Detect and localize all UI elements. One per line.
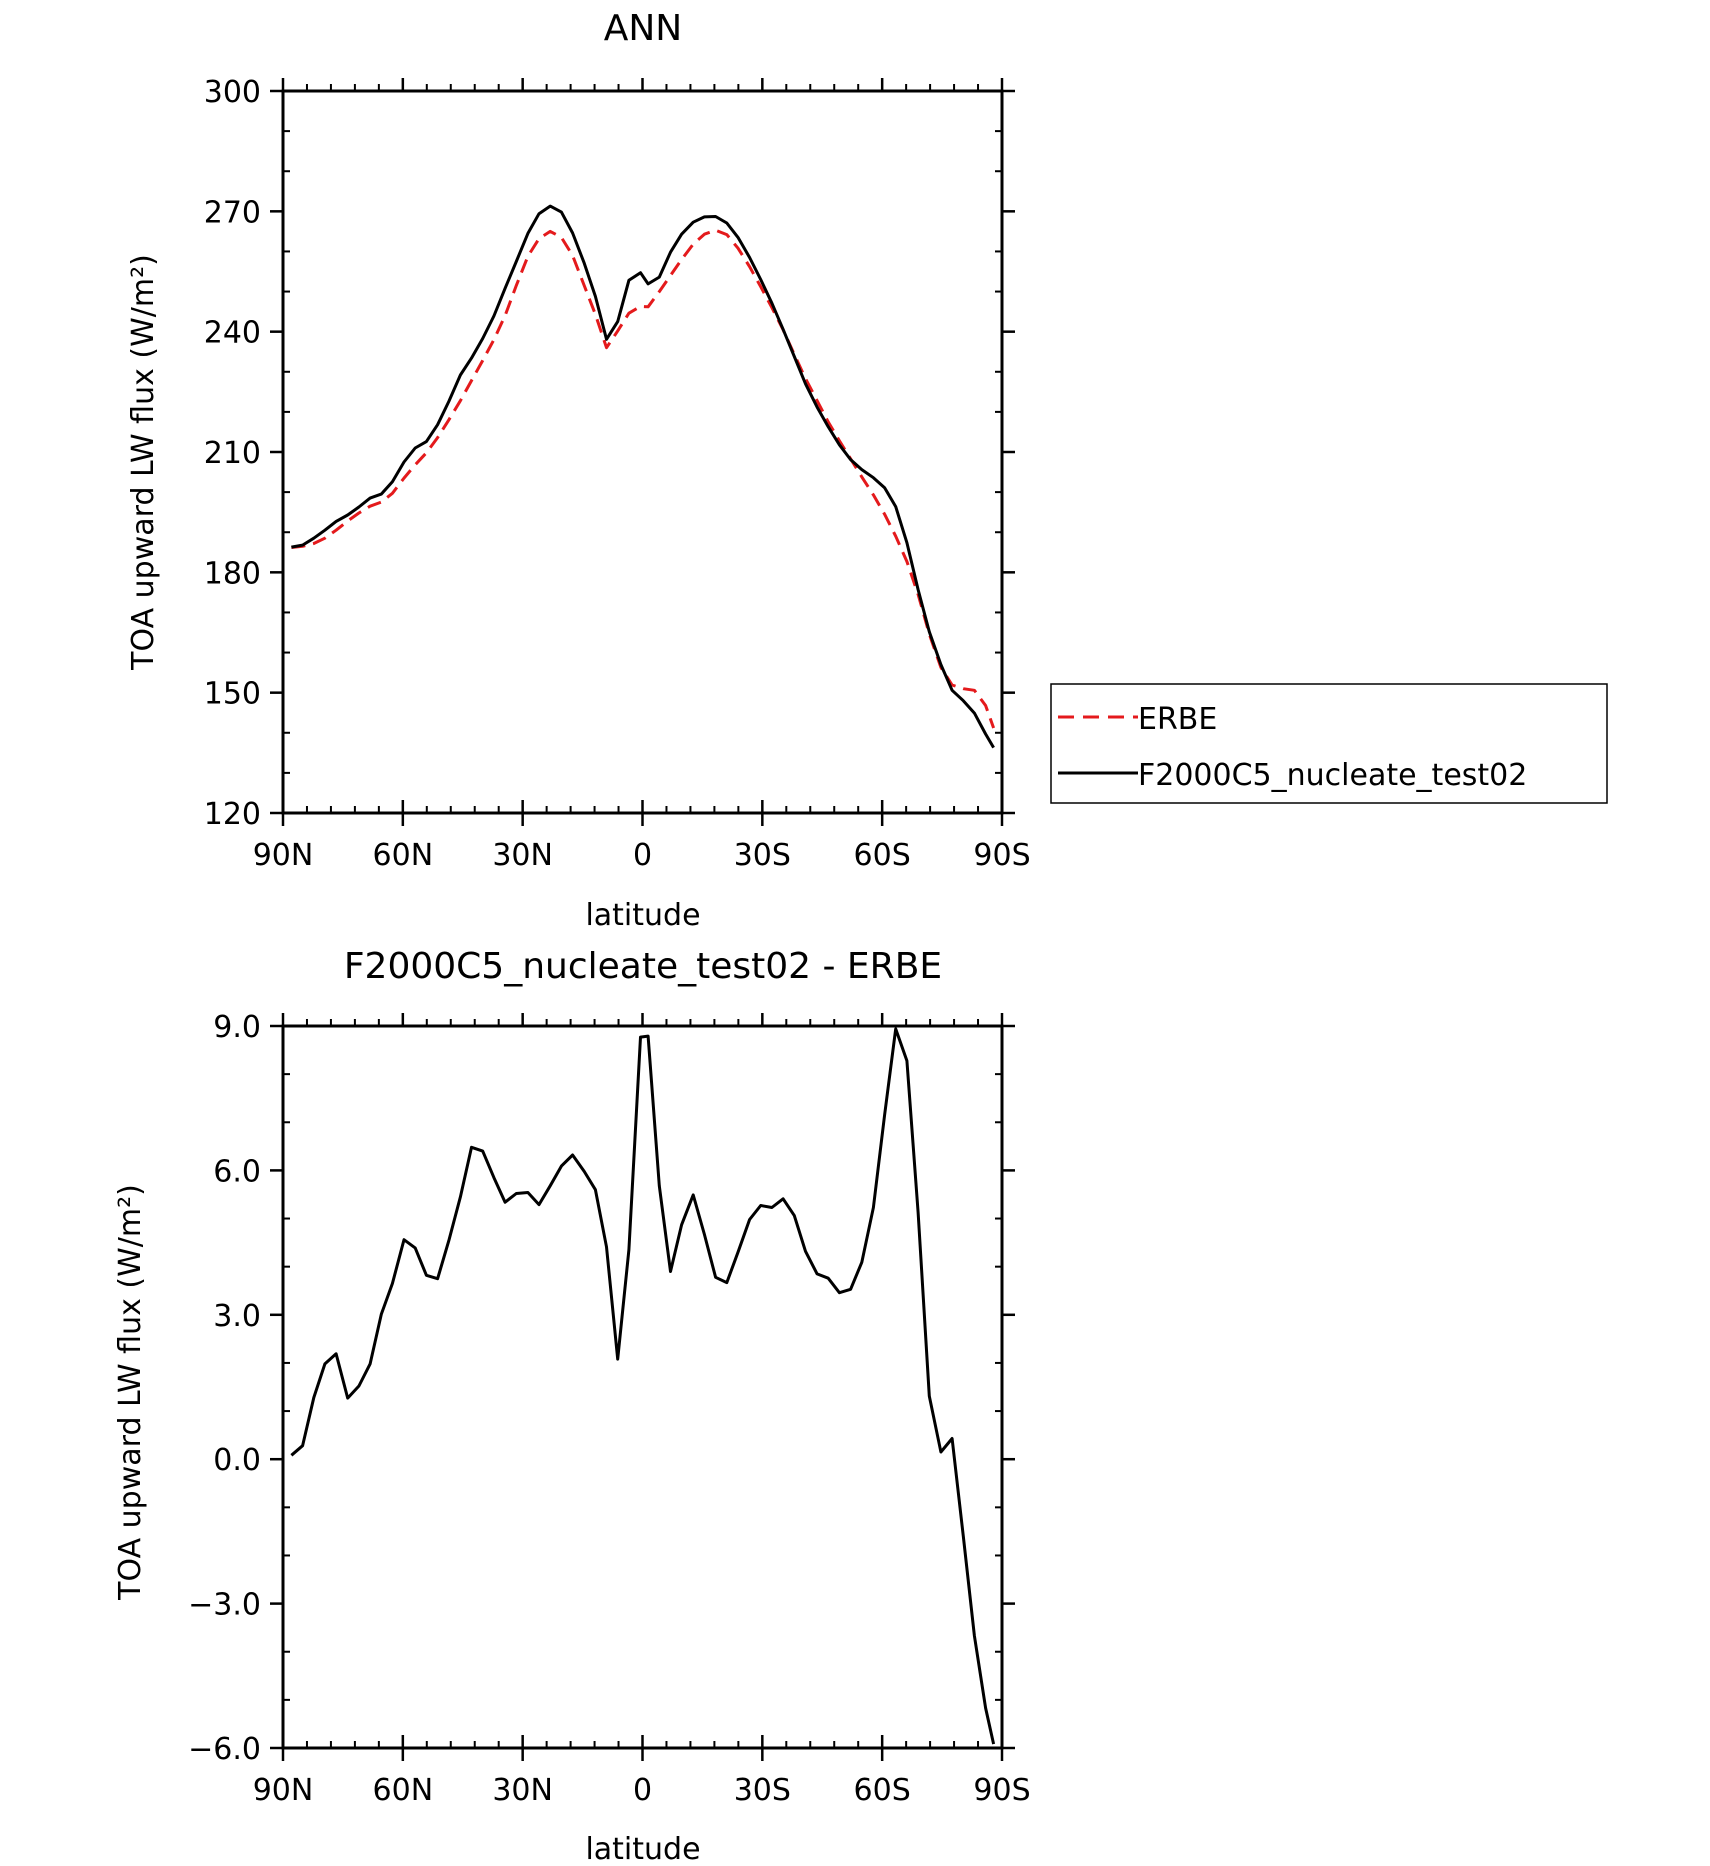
top-chart-panel: ANN TOA upward LW flux (W/m²) latitude 9… bbox=[126, 8, 1608, 933]
top-y-tick-label: 150 bbox=[204, 677, 261, 712]
bottom-chart-series bbox=[290, 1027, 996, 1745]
bottom-x-tick-label: 0 bbox=[633, 1773, 652, 1808]
legend-label-model: F2000C5_nucleate_test02 bbox=[1138, 758, 1527, 793]
top-chart-x-axis-label: latitude bbox=[585, 898, 700, 933]
bottom-chart-tick-labels: 90N 60N 30N 0 30S 60S 90S −6.0 −3.0 0.0 3.0 6.0 9.0 bbox=[188, 1010, 1030, 1808]
top-chart-plot-frame bbox=[281, 89, 1004, 815]
bottom-y-tick-label: 9.0 bbox=[213, 1010, 261, 1045]
bottom-x-tick-label: 30S bbox=[734, 1773, 791, 1808]
top-y-tick-label: 300 bbox=[204, 75, 261, 110]
bottom-y-tick-label: −6.0 bbox=[188, 1732, 261, 1767]
top-x-tick-label: 60S bbox=[854, 838, 911, 873]
top-chart-series bbox=[291, 204, 996, 749]
top-chart-tick-marks bbox=[270, 78, 1015, 826]
bottom-chart-panel: F2000C5_nucleate_test02 - ERBE TOA upwar… bbox=[113, 946, 1031, 1866]
bottom-y-tick-label: 6.0 bbox=[213, 1154, 261, 1189]
bottom-chart-tick-marks bbox=[270, 1013, 1015, 1761]
bottom-x-tick-label: 60S bbox=[854, 1773, 911, 1808]
legend: ERBE F2000C5_nucleate_test02 bbox=[1050, 683, 1608, 804]
top-chart-tick-labels: 90N 60N 30N 0 30S 60S 90S 120 150 180 210 240 270 300 bbox=[204, 75, 1031, 873]
top-chart-y-axis-label: TOA upward LW flux (W/m²) bbox=[126, 254, 161, 671]
top-x-tick-label: 30S bbox=[734, 838, 791, 873]
bottom-series-line-difference bbox=[290, 1027, 996, 1745]
bottom-x-tick-label: 90S bbox=[973, 1773, 1030, 1808]
bottom-chart-x-axis-label: latitude bbox=[585, 1832, 700, 1866]
bottom-y-tick-label: 3.0 bbox=[213, 1299, 261, 1334]
bottom-chart-title: F2000C5_nucleate_test02 - ERBE bbox=[344, 946, 942, 987]
top-x-tick-label: 0 bbox=[633, 838, 652, 873]
top-y-tick-label: 210 bbox=[204, 436, 261, 471]
legend-box bbox=[1050, 683, 1608, 804]
top-x-tick-label: 60N bbox=[373, 838, 434, 873]
bottom-x-tick-label: 60N bbox=[373, 1773, 434, 1808]
bottom-y-tick-label: −3.0 bbox=[188, 1588, 261, 1623]
bottom-chart-plot-frame bbox=[281, 1024, 1004, 1750]
top-x-tick-label: 90S bbox=[973, 838, 1030, 873]
top-x-tick-label: 30N bbox=[492, 838, 553, 873]
top-series-line-erbe bbox=[291, 228, 996, 729]
bottom-x-tick-label: 90N bbox=[253, 1773, 314, 1808]
top-y-tick-label: 120 bbox=[204, 797, 261, 832]
top-y-tick-label: 270 bbox=[204, 195, 261, 230]
legend-label-erbe: ERBE bbox=[1138, 702, 1217, 737]
bottom-x-tick-label: 30N bbox=[492, 1773, 553, 1808]
bottom-chart-y-axis-label: TOA upward LW flux (W/m²) bbox=[113, 1184, 148, 1601]
bottom-y-tick-label: 0.0 bbox=[213, 1443, 261, 1478]
top-y-tick-label: 180 bbox=[204, 556, 261, 591]
top-y-tick-label: 240 bbox=[204, 316, 261, 351]
top-chart-title: ANN bbox=[604, 8, 683, 49]
top-series-line-f2000c5-nucleate-test02 bbox=[291, 204, 995, 749]
top-x-tick-label: 90N bbox=[253, 838, 314, 873]
